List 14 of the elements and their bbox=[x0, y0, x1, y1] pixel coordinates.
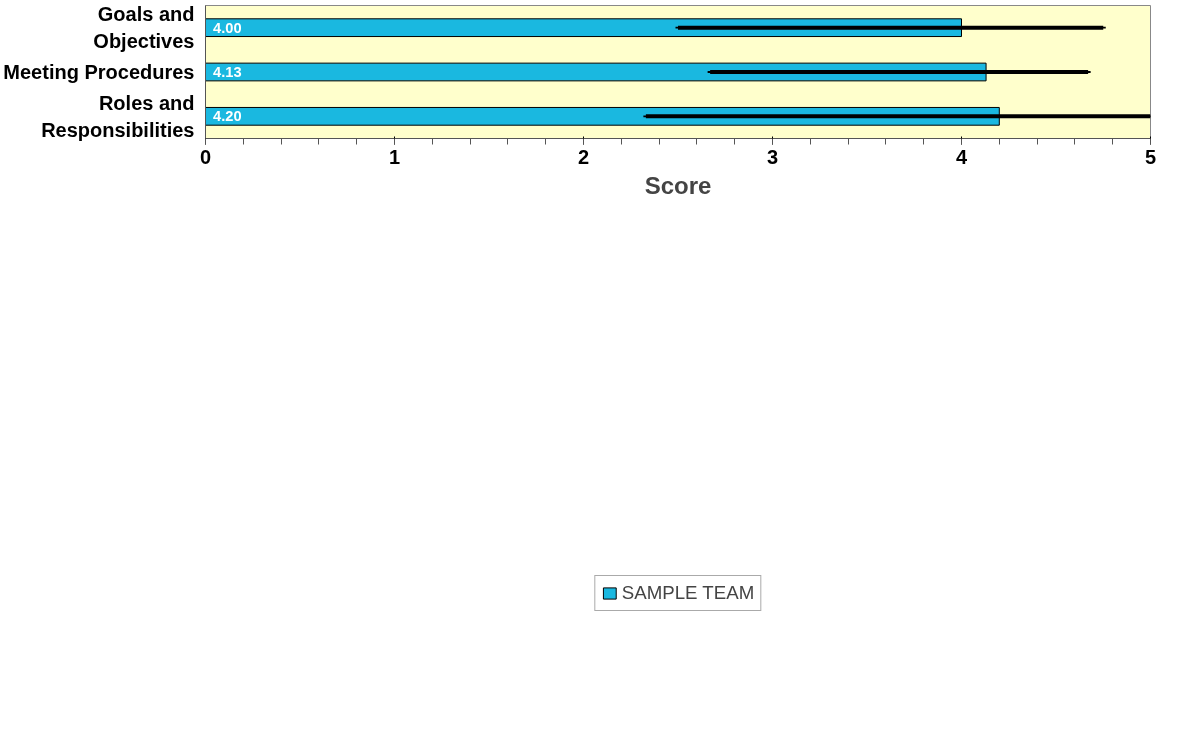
data-label: 4.20 bbox=[213, 108, 242, 125]
data-label: 4.00 bbox=[213, 19, 242, 36]
y-tick-label: Roles and Responsibilities bbox=[41, 92, 195, 141]
x-tick-label: 0 bbox=[199, 145, 212, 168]
x-tick-label: 3 bbox=[766, 145, 779, 168]
x-tick-label: 4 bbox=[955, 145, 968, 168]
data-label: 4.13 bbox=[213, 64, 242, 80]
y-tick-label: Goals and Objectives bbox=[93, 3, 195, 52]
x-tick-label: 1 bbox=[388, 145, 401, 168]
x-tick-label: 5 bbox=[1144, 145, 1157, 168]
x-axis-title: Score bbox=[644, 171, 712, 199]
y-tick-label: Meeting Procedures bbox=[3, 61, 195, 83]
x-tick-label: 2 bbox=[577, 145, 590, 168]
legend-label: SAMPLE TEAM bbox=[621, 581, 755, 604]
